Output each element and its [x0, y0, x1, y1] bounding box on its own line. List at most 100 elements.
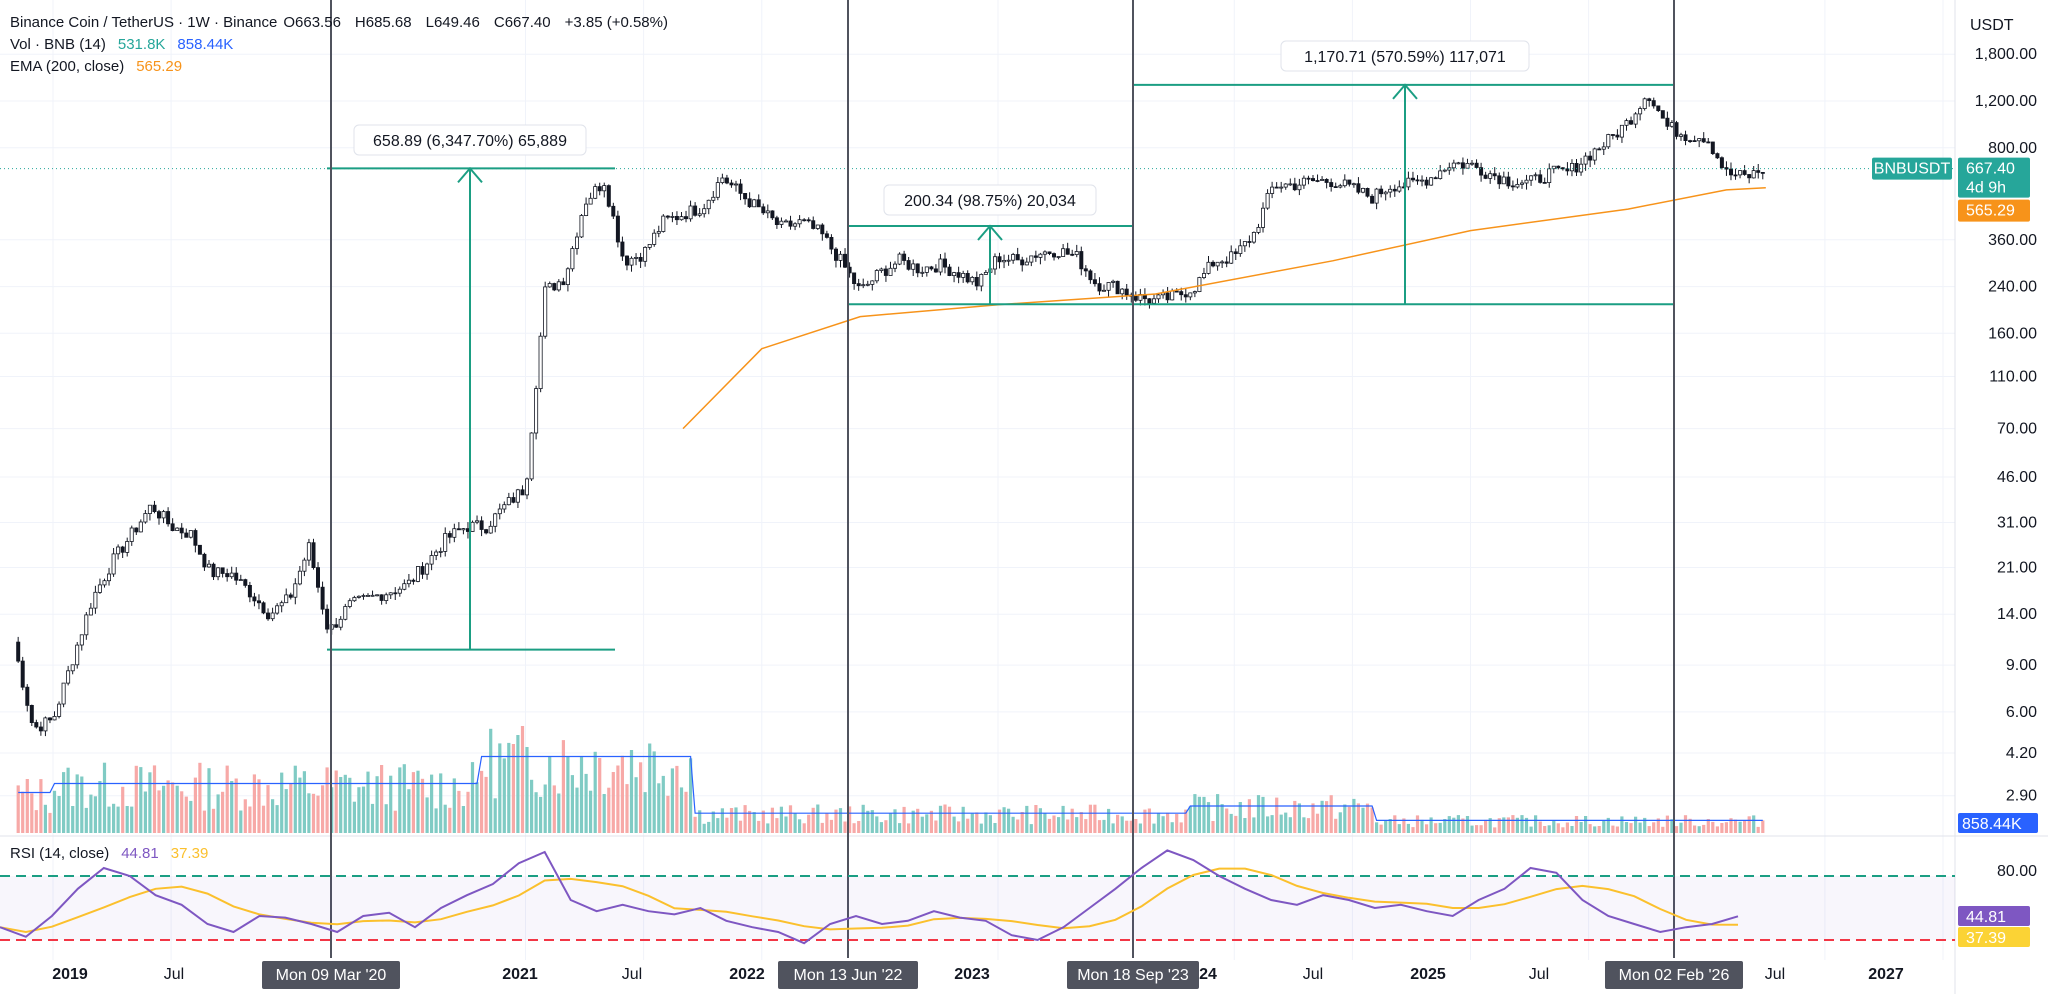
candle-body [1615, 134, 1620, 138]
volume-bar [643, 792, 647, 833]
time-label: 2022 [729, 966, 765, 983]
volume-bar [1425, 824, 1429, 833]
price-tick: 800.00 [1988, 140, 2037, 157]
candle-body [1424, 179, 1429, 186]
volume-bar [1434, 823, 1438, 833]
candle-body [556, 281, 561, 291]
candle-body [1397, 186, 1402, 192]
vertical-markers[interactable] [330, 0, 1675, 958]
indicator-lines [0, 168, 1955, 430]
volume-bar [407, 789, 411, 833]
candle-body [1170, 290, 1175, 301]
candle-body [1338, 185, 1343, 188]
volume-bar [907, 823, 911, 833]
time-marker-text: Mon 09 Mar '20 [276, 967, 387, 984]
candle-body [538, 335, 543, 390]
rsi-value: 44.81 [121, 845, 159, 862]
volume-bar [1002, 807, 1006, 833]
candle-body [1465, 162, 1470, 169]
candle-body [138, 521, 143, 533]
volume-bar [1270, 815, 1274, 833]
candle-body [306, 542, 311, 561]
measure-drawings[interactable]: 658.89 (6,347.70%) 65,889 200.34 (98.75%)… [327, 40, 1674, 651]
symbol-title[interactable]: Binance Coin / TetherUS · 1W · Binance [10, 14, 278, 31]
candle-body [1679, 134, 1684, 137]
volume-bar [1256, 795, 1261, 833]
volume-bar [838, 808, 843, 833]
candle-body [752, 199, 757, 208]
legend-rsi-row[interactable]: RSI (14, close) 44.81 37.39 [10, 843, 214, 865]
volume-bar [807, 814, 811, 833]
volume-bar [1647, 826, 1651, 833]
volume-bar [1370, 807, 1374, 833]
candle-body [684, 216, 689, 220]
volume-bar [684, 791, 688, 833]
volume-bar [43, 804, 47, 833]
legend-ema-row[interactable]: EMA (200, close) 565.29 [10, 56, 188, 78]
time-axis[interactable]: 2019 Jul 2021 Jul 2022 2023 24 Jul 2025 Jul Jul 202… [52, 961, 1904, 989]
candle-body [1329, 182, 1334, 187]
candle-body [247, 585, 252, 598]
volume-bar [1047, 818, 1052, 833]
volume-bar [334, 770, 338, 833]
volume-bar [870, 810, 874, 833]
candle-body [1529, 175, 1534, 181]
candle-body [706, 199, 711, 210]
candle-body [202, 553, 207, 568]
price-tick: 360.00 [1988, 232, 2037, 249]
volume-bar [307, 793, 311, 833]
volume-bars [16, 726, 1765, 833]
volume-bar [1452, 817, 1456, 833]
volume-bar [439, 773, 443, 833]
legend-volume-row[interactable]: Vol · BNB (14) 531.8K 858.44K [10, 34, 239, 56]
volume-bar [1456, 815, 1460, 833]
candle-body [656, 231, 661, 234]
candle-body [806, 219, 811, 222]
candle-body [111, 553, 116, 575]
candle-body [643, 246, 648, 262]
volume-bar [1561, 827, 1565, 833]
candle-body [315, 567, 320, 588]
volume-bar [698, 810, 702, 833]
candle-body [588, 197, 593, 205]
candle-body [1551, 165, 1556, 170]
volume-bar [748, 810, 752, 833]
volume-bar [1275, 797, 1279, 833]
volume-bar [1524, 817, 1529, 833]
volume-bar [1402, 818, 1406, 833]
volume-bar [171, 782, 175, 833]
candle-body [1297, 184, 1302, 191]
candle-body [874, 270, 879, 282]
volume-bar [470, 762, 475, 833]
candle-body [370, 594, 375, 597]
volume-bar [534, 792, 538, 833]
volume-bar [766, 823, 770, 833]
volume-bar [1565, 822, 1569, 833]
volume-bar [289, 784, 293, 833]
volume-bar [1184, 809, 1188, 833]
candle-body [956, 272, 961, 278]
volume-bar [1107, 808, 1111, 833]
time-label: 2025 [1410, 966, 1446, 983]
candle-body [1279, 186, 1284, 189]
volume-bar [84, 807, 88, 833]
price-axis[interactable]: USDT 1,800.00 1,200.00 800.00 360.00 240.00 16… [1872, 17, 2038, 947]
candle-body [1438, 170, 1443, 179]
candle-body [456, 528, 461, 531]
volume-bar [1052, 815, 1056, 833]
volume-bar [143, 791, 147, 833]
volume-bar [152, 765, 157, 833]
candle-body [1242, 241, 1247, 247]
candle-body [52, 716, 57, 721]
volume-bar [134, 765, 138, 833]
candle-body [1274, 186, 1279, 189]
candle-body [747, 198, 752, 208]
candle-body [1579, 163, 1584, 173]
candle-body [352, 597, 357, 602]
candle-body [670, 215, 675, 218]
volume-bar [352, 801, 356, 833]
rsi-tick: 80.00 [1997, 863, 2037, 880]
candle-body [1415, 179, 1420, 182]
measure-label-box [1280, 40, 1530, 72]
